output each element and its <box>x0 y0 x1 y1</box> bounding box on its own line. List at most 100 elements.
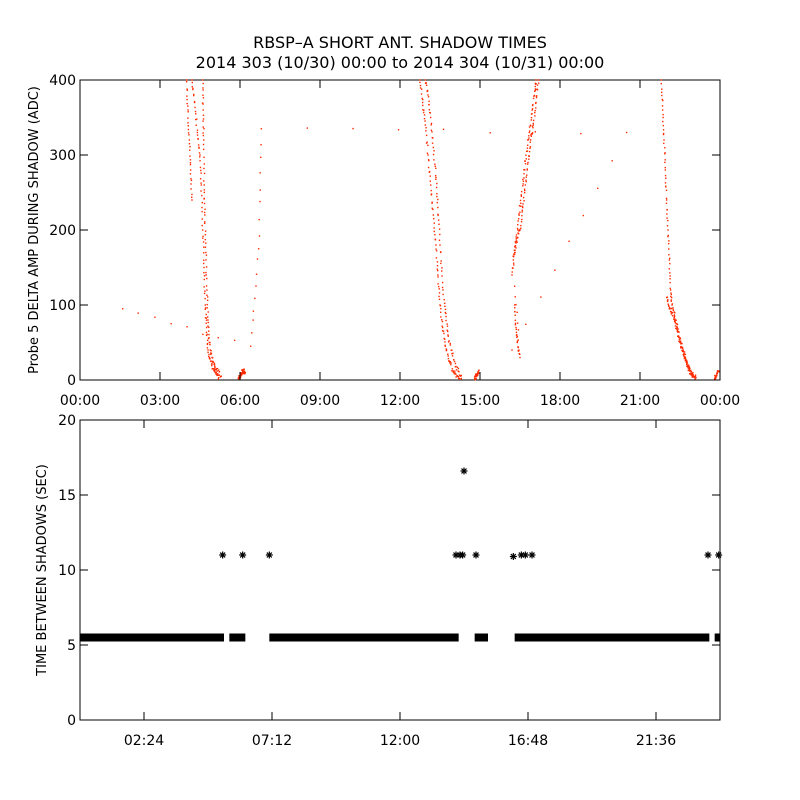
data-point <box>203 139 205 141</box>
data-point <box>718 371 720 373</box>
data-point <box>672 307 674 309</box>
data-point <box>441 267 443 269</box>
data-point <box>662 132 665 135</box>
data-point <box>187 109 189 111</box>
data-point <box>435 248 437 250</box>
data-point <box>199 154 201 156</box>
data-point <box>213 362 216 365</box>
data-point <box>678 335 680 338</box>
data-point <box>436 261 439 263</box>
data-point <box>254 297 256 300</box>
data-point <box>238 376 240 378</box>
data-point <box>243 373 245 375</box>
data-point <box>435 257 438 259</box>
data-point <box>716 374 718 377</box>
data-point <box>186 326 188 328</box>
data-point <box>187 132 190 134</box>
data-point <box>438 292 441 294</box>
data-point <box>425 127 427 129</box>
data-point <box>209 343 211 346</box>
data-point <box>529 141 531 143</box>
data-point <box>597 187 599 190</box>
data-point <box>213 369 216 371</box>
data-point <box>528 135 530 137</box>
data-point <box>193 93 195 96</box>
data-point <box>611 160 613 162</box>
data-point <box>473 376 476 378</box>
data-point <box>661 88 663 90</box>
data-point <box>202 87 204 89</box>
data-point <box>518 214 520 216</box>
data-point <box>477 374 479 376</box>
data-point <box>427 154 429 156</box>
data-point <box>434 234 436 236</box>
data-point <box>203 167 205 170</box>
data-point <box>425 130 427 132</box>
data-point <box>516 322 519 324</box>
data-point <box>679 337 682 340</box>
data-point <box>214 365 216 368</box>
data-point <box>430 122 433 125</box>
data-point <box>460 377 463 380</box>
data-point <box>193 100 196 103</box>
data-point <box>202 94 204 96</box>
data-point <box>518 205 521 207</box>
data-point <box>668 248 670 250</box>
data-point <box>472 551 480 559</box>
data-point <box>445 319 447 322</box>
data-point <box>525 158 527 160</box>
data-point <box>201 218 203 220</box>
data-point <box>664 161 666 164</box>
data-point <box>202 126 204 128</box>
data-point <box>202 118 205 120</box>
data-point <box>459 551 467 559</box>
data-point <box>205 331 208 334</box>
data-point <box>189 173 192 175</box>
data-point <box>671 304 673 306</box>
data-point <box>202 134 205 137</box>
data-point <box>695 377 697 379</box>
data-point <box>669 287 671 290</box>
data-point <box>425 142 428 144</box>
data-point <box>204 234 207 236</box>
data-point <box>450 362 452 364</box>
data-point <box>199 160 201 162</box>
bottom-x-tick-label: 07:12 <box>252 733 292 749</box>
data-point <box>218 371 221 373</box>
data-point <box>528 150 531 153</box>
data-point <box>203 202 206 205</box>
data-point <box>217 369 220 371</box>
data-point <box>515 234 518 236</box>
data-point <box>535 82 537 85</box>
data-point <box>189 146 191 148</box>
data-point <box>519 229 521 231</box>
data-point <box>676 326 679 329</box>
data-point <box>517 346 519 348</box>
data-point <box>220 375 223 377</box>
data-point <box>668 240 670 242</box>
data-point <box>203 180 205 182</box>
data-point <box>455 365 457 368</box>
data-point <box>207 337 210 340</box>
data-point <box>662 120 664 123</box>
data-point <box>238 378 240 380</box>
data-point <box>675 322 677 325</box>
data-point <box>434 238 437 240</box>
data-point <box>430 189 432 192</box>
data-point <box>662 133 665 136</box>
data-point <box>206 277 208 280</box>
data-point <box>533 95 535 97</box>
data-point <box>519 199 522 202</box>
data-point <box>444 302 446 304</box>
data-point <box>664 182 667 184</box>
data-point <box>205 254 208 256</box>
data-point <box>439 311 442 313</box>
data-point <box>521 218 523 221</box>
data-point <box>694 375 697 377</box>
data-point <box>194 110 197 113</box>
data-point <box>186 98 188 101</box>
top-y-tick-label: 300 <box>49 148 76 164</box>
data-point <box>433 150 435 152</box>
data-point <box>532 124 535 126</box>
